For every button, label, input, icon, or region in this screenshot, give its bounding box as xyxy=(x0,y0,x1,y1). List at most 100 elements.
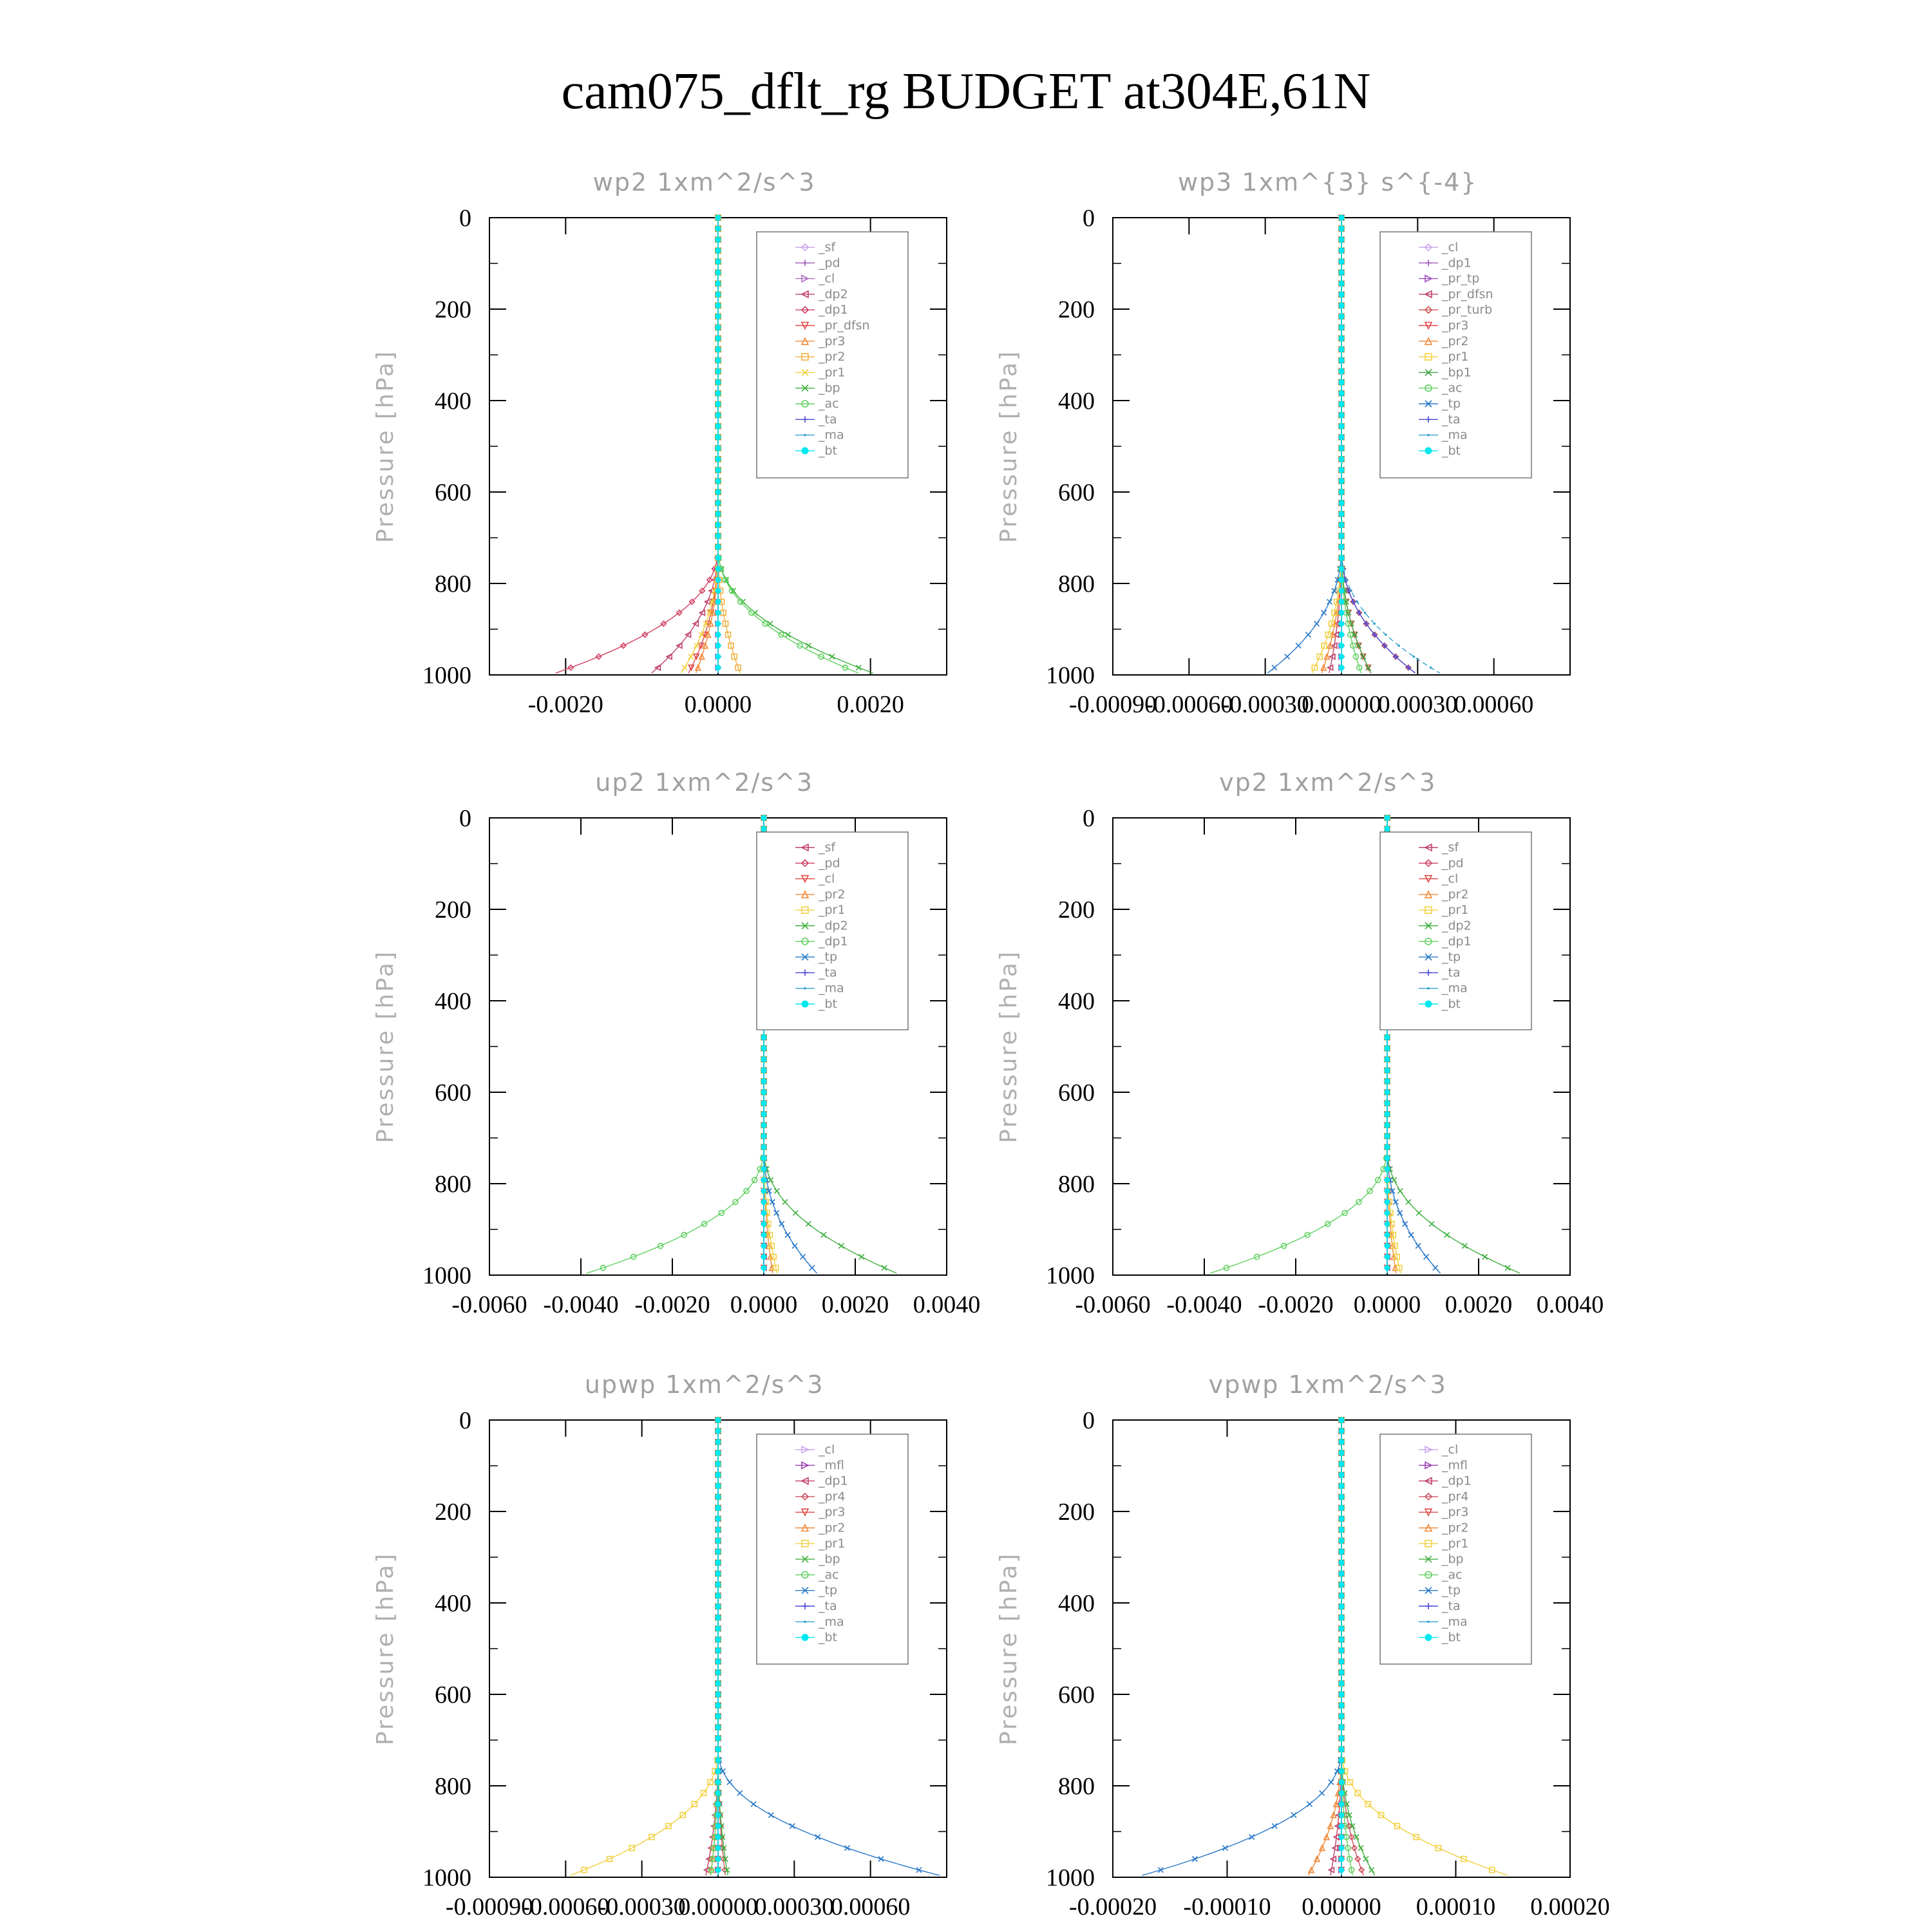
legend-marker xyxy=(1425,416,1432,423)
data-point xyxy=(715,1691,721,1698)
data-point xyxy=(1389,1188,1396,1194)
data-point xyxy=(1397,1188,1403,1194)
legend-marker xyxy=(801,368,809,376)
data-point xyxy=(1321,609,1327,616)
panels: wp2 1xm^2/s^3 Pressure [hPa] 0 200 400 600 800… xyxy=(372,168,1610,1920)
x-tick-label: -0.00030 xyxy=(1222,691,1309,718)
legend-label: _pd xyxy=(818,856,840,870)
data-point xyxy=(1338,1856,1345,1862)
y-axis-label: Pressure [hPa] xyxy=(996,350,1022,543)
legend-label: _pd xyxy=(1441,856,1464,870)
data-point xyxy=(715,1713,721,1719)
data-point xyxy=(1356,664,1363,671)
data-point xyxy=(1338,1515,1345,1522)
data-point xyxy=(715,1779,721,1785)
y-axis-label: Pressure [hPa] xyxy=(996,950,1022,1143)
data-point xyxy=(715,445,721,451)
data-point xyxy=(1390,1253,1397,1260)
series-group xyxy=(570,1416,940,1876)
data-point xyxy=(691,1801,698,1808)
data-point xyxy=(709,598,715,605)
data-point xyxy=(715,1504,721,1511)
data-point xyxy=(1338,1504,1345,1511)
data-point xyxy=(1338,609,1345,616)
data-point xyxy=(1358,1844,1364,1852)
data-point xyxy=(1384,1188,1390,1194)
data-point xyxy=(1338,1428,1345,1434)
data-point xyxy=(761,1209,767,1216)
panel-title: vpwp 1xm^2/s^3 xyxy=(1209,1370,1447,1399)
data-point xyxy=(1329,630,1336,638)
legend-marker xyxy=(1424,1477,1432,1485)
x-tick-label: 0.00030 xyxy=(1378,691,1458,718)
data-point xyxy=(735,664,741,671)
data-point xyxy=(1338,247,1345,254)
data-point xyxy=(761,1198,767,1205)
y-tick-label: 400 xyxy=(435,388,471,415)
legend-label: _pd xyxy=(818,256,840,270)
data-point xyxy=(773,1188,780,1194)
data-point xyxy=(707,620,714,627)
data-point xyxy=(1365,664,1372,672)
legend-marker xyxy=(1425,1000,1432,1008)
data-point xyxy=(1504,1265,1511,1271)
legend-label: _tp xyxy=(818,950,837,964)
data-point xyxy=(715,1768,721,1774)
legend-label: _dp1 xyxy=(1441,256,1472,270)
legend-marker xyxy=(1427,1620,1430,1624)
legend-box xyxy=(756,231,909,478)
legend-marker xyxy=(1424,890,1433,898)
data-point xyxy=(715,522,721,528)
data-point xyxy=(1412,655,1416,658)
data-point xyxy=(1338,1526,1345,1533)
data-point xyxy=(715,1636,721,1643)
data-point xyxy=(1384,1078,1390,1084)
data-point xyxy=(1384,1067,1390,1074)
legend-marker xyxy=(800,1523,810,1532)
legend-marker xyxy=(802,416,808,423)
data-point xyxy=(737,598,744,605)
legend-label: _tp xyxy=(1441,1584,1461,1598)
legend-label: _sf xyxy=(1441,840,1459,855)
data-point xyxy=(1338,665,1345,671)
data-point xyxy=(676,609,683,616)
data-point xyxy=(715,1461,721,1467)
legend-label: _ma xyxy=(1441,981,1468,996)
legend-label: _bt xyxy=(818,997,837,1011)
data-point xyxy=(1321,642,1328,649)
data-point xyxy=(698,631,705,638)
data-point xyxy=(1280,1242,1287,1249)
data-point xyxy=(1338,258,1345,265)
legend-marker xyxy=(800,1492,810,1501)
data-point xyxy=(768,1812,774,1819)
legend-label: _bp xyxy=(818,381,840,395)
data-point xyxy=(1338,1636,1345,1643)
data-point xyxy=(1384,1177,1390,1183)
data-point xyxy=(1355,642,1363,650)
data-point xyxy=(1313,620,1320,627)
legend-marker xyxy=(800,875,810,884)
data-point xyxy=(1349,1823,1356,1830)
legend-label: _pr2 xyxy=(1441,334,1468,348)
data-point xyxy=(782,1198,788,1205)
data-point xyxy=(761,1089,767,1095)
data-point xyxy=(1338,1669,1345,1676)
data-point xyxy=(761,1188,767,1194)
legend-marker xyxy=(1425,1540,1432,1548)
legend-label: _cl xyxy=(818,1443,835,1457)
legend: _sf_pd _cl_pr2_pr1 _dp2_dp1_tp_ta_ma_bt xyxy=(1379,831,1532,1030)
data-point xyxy=(1338,291,1345,298)
data-point xyxy=(732,1198,739,1206)
data-point xyxy=(778,631,784,638)
data-point xyxy=(701,1220,708,1227)
x-tick-label: 0.0020 xyxy=(837,691,904,718)
data-point xyxy=(722,1856,728,1862)
data-point xyxy=(1338,357,1345,364)
data-point xyxy=(1351,631,1358,639)
data-point xyxy=(1338,280,1345,287)
legend-marker xyxy=(1425,938,1432,945)
data-point xyxy=(1338,225,1345,232)
legend-marker xyxy=(1425,1587,1432,1595)
data-point xyxy=(1338,500,1345,506)
data-point xyxy=(1338,1560,1345,1566)
